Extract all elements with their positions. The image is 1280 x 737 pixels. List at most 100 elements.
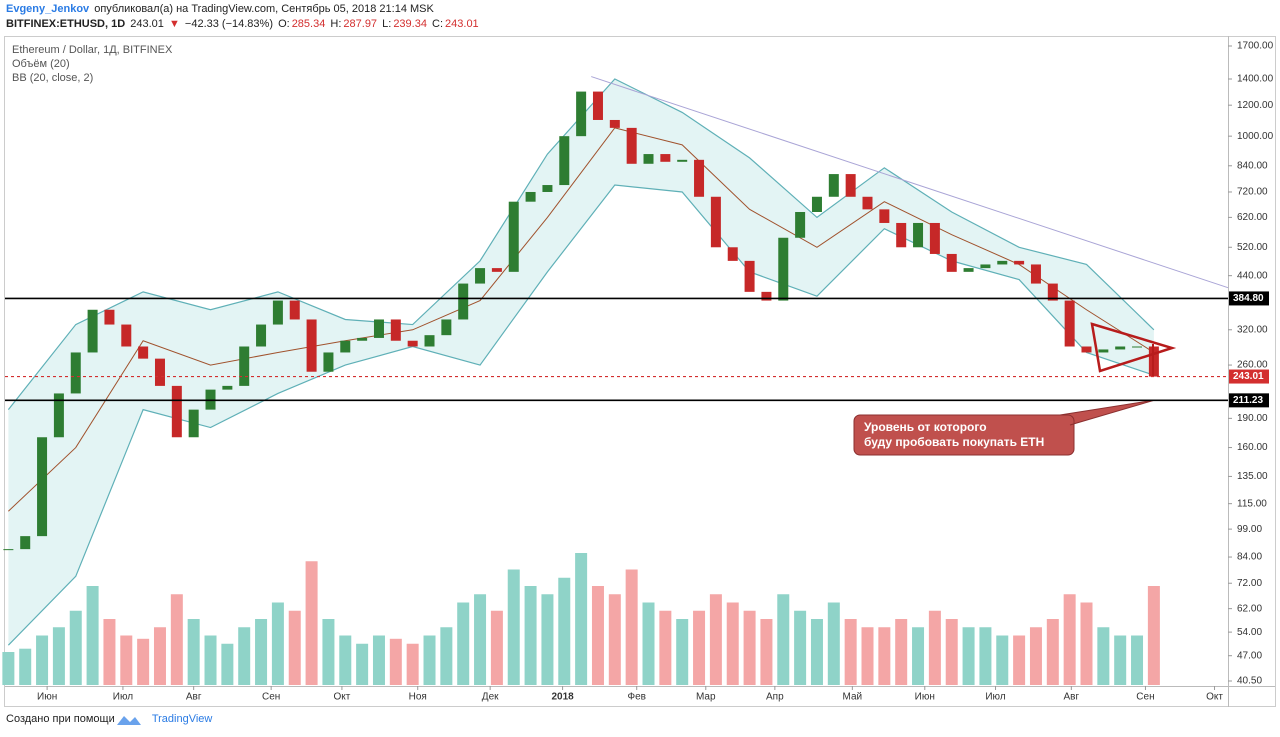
y-tick-label: 190.00 xyxy=(1237,413,1268,424)
volume-bar xyxy=(945,619,958,685)
candle xyxy=(508,201,519,272)
x-tick-label: 2018 xyxy=(551,692,574,703)
volume-bar xyxy=(322,619,335,685)
candle xyxy=(559,136,570,186)
volume-bar xyxy=(524,586,537,685)
volume-bar xyxy=(457,602,470,685)
volume-bar xyxy=(743,610,756,685)
change: −42.33 (−14.83%) xyxy=(184,18,273,30)
candle xyxy=(963,268,974,272)
volume-bar xyxy=(187,619,200,685)
band-line xyxy=(7,184,1155,646)
candle xyxy=(609,119,620,128)
legend-entry: Ethereum / Dollar, 1Д, BITFINEX xyxy=(12,44,173,56)
candle xyxy=(845,174,856,197)
volume-bar xyxy=(490,610,503,685)
y-tick-label: 520.00 xyxy=(1237,242,1268,253)
plot xyxy=(2,76,1229,685)
candle xyxy=(70,352,81,394)
candle xyxy=(1098,349,1109,353)
callout-line: буду пробовать покупать ETH xyxy=(864,435,1044,449)
candle xyxy=(660,154,671,162)
volume-bar xyxy=(794,610,807,685)
x-tick-label: Июл xyxy=(113,692,133,703)
volume-bar xyxy=(608,594,621,685)
candle xyxy=(980,264,991,269)
volume-bar xyxy=(1063,594,1076,685)
y-tick-label: 1000.00 xyxy=(1237,131,1274,142)
volume-bar xyxy=(406,643,419,685)
candle xyxy=(87,309,98,353)
candle xyxy=(256,324,267,347)
volume-bar xyxy=(288,610,301,685)
y-tick-label: 115.00 xyxy=(1237,498,1267,509)
volume-bar xyxy=(423,635,436,685)
volume-bar xyxy=(709,594,722,685)
volume-bar xyxy=(962,627,975,685)
volume-bar xyxy=(659,610,672,685)
y-tick-label: 1400.00 xyxy=(1237,74,1274,85)
volume-bar xyxy=(2,652,15,685)
publish-line: Evgeny_Jenkov опубликовал(а) на TradingV… xyxy=(6,3,436,15)
volume-bar xyxy=(137,638,150,685)
candle xyxy=(795,211,806,238)
volume-bar xyxy=(221,643,234,685)
candle xyxy=(778,237,789,301)
volume-bar xyxy=(103,619,116,685)
level-label: 384.80 xyxy=(1233,293,1264,304)
volume-bar xyxy=(827,602,840,685)
candle xyxy=(306,319,317,372)
y-tick-label: 840.00 xyxy=(1237,160,1268,171)
candle xyxy=(20,536,31,550)
volume-bar xyxy=(575,553,588,685)
candle xyxy=(997,260,1008,265)
candle xyxy=(576,91,587,137)
volume-bar xyxy=(356,643,369,685)
l-label: L: xyxy=(382,18,392,30)
volume-bar xyxy=(19,648,32,685)
candle xyxy=(811,196,822,212)
candle xyxy=(441,319,452,336)
volume-bar xyxy=(1080,602,1093,685)
symbol: BITFINEX:ETHUSD, 1D xyxy=(6,18,126,30)
y-tick-label: 260.00 xyxy=(1237,360,1268,371)
y-tick-label: 47.00 xyxy=(1237,650,1262,661)
candle xyxy=(239,346,250,386)
y-tick-label: 160.00 xyxy=(1237,442,1268,453)
volume-bar xyxy=(474,594,487,685)
c: 243.01 xyxy=(445,18,479,30)
candle xyxy=(491,268,502,272)
y-tick-label: 84.00 xyxy=(1237,552,1262,563)
candle xyxy=(592,91,603,120)
volume-bar xyxy=(979,627,992,685)
o: 285.34 xyxy=(291,18,326,30)
author-link[interactable]: Evgeny_Jenkov xyxy=(6,3,90,15)
arrow: ▼ xyxy=(168,18,180,30)
volume-bar xyxy=(1131,635,1144,685)
brand-link[interactable]: TradingView xyxy=(151,713,213,725)
y-tick-label: 54.00 xyxy=(1237,627,1262,638)
volume-bar xyxy=(1013,635,1026,685)
y-tick-label: 320.00 xyxy=(1237,324,1268,335)
triangle-drawing xyxy=(1090,322,1177,373)
candle xyxy=(896,222,907,248)
candle xyxy=(357,337,368,341)
level-badge xyxy=(1229,369,1269,384)
volume-bar xyxy=(170,594,183,685)
frame xyxy=(4,36,1276,707)
candle xyxy=(138,346,149,359)
volume-bar xyxy=(36,635,49,685)
candle xyxy=(879,209,890,223)
x-tick-label: Май xyxy=(843,692,863,703)
level-label: 243.01 xyxy=(1233,371,1264,382)
h: 287.97 xyxy=(343,18,378,30)
x-tick-label: Апр xyxy=(766,692,784,703)
x-tick-label: Сен xyxy=(1136,692,1154,703)
candle xyxy=(626,127,637,164)
level-label: 211.23 xyxy=(1233,395,1263,406)
x-tick-label: Авг xyxy=(186,692,202,703)
y-tick-label: 40.50 xyxy=(1237,676,1262,687)
candle xyxy=(458,283,469,320)
volume-bar xyxy=(541,594,554,685)
